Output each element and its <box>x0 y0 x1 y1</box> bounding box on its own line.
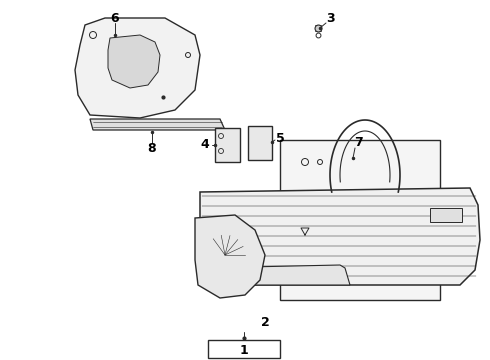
Polygon shape <box>215 128 240 162</box>
Polygon shape <box>75 18 200 118</box>
Text: 3: 3 <box>326 12 334 24</box>
Polygon shape <box>195 215 265 298</box>
Polygon shape <box>200 265 350 285</box>
Polygon shape <box>200 188 480 285</box>
Text: 6: 6 <box>111 12 119 24</box>
Text: 2: 2 <box>261 316 270 329</box>
Text: 5: 5 <box>275 131 284 144</box>
Text: 4: 4 <box>200 139 209 152</box>
Text: 8: 8 <box>147 141 156 154</box>
Text: 7: 7 <box>354 135 363 148</box>
Polygon shape <box>90 119 225 130</box>
Polygon shape <box>108 35 160 88</box>
Polygon shape <box>208 340 280 358</box>
Polygon shape <box>248 126 272 160</box>
Polygon shape <box>280 140 440 300</box>
Text: 1: 1 <box>240 343 248 356</box>
Polygon shape <box>430 208 462 222</box>
